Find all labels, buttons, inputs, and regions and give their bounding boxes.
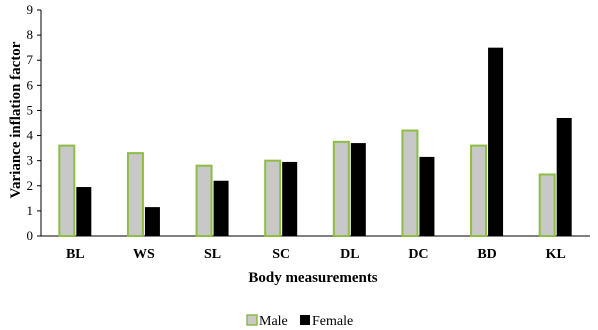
x-tick-label: WS — [133, 247, 155, 262]
legend-label-female: Female — [312, 314, 353, 329]
y-tick-label: 4 — [27, 128, 34, 143]
bar-male-SC — [264, 159, 282, 238]
y-tick-label: 5 — [27, 102, 34, 117]
bar-female-DC — [419, 156, 435, 236]
y-tick-label: 3 — [27, 153, 34, 168]
bar-female-BL — [76, 187, 92, 236]
x-tick-label: BD — [477, 247, 496, 262]
y-tick-label: 0 — [27, 228, 34, 243]
bars — [58, 47, 572, 238]
bar-male-SL — [195, 164, 213, 237]
legend: Male Female — [246, 314, 353, 329]
category-labels: BL WS SL SC DL DC BD KL — [66, 247, 566, 262]
x-tick-label: BL — [66, 247, 85, 262]
y-tick-label: 2 — [27, 178, 34, 193]
bar-male-DL — [332, 140, 350, 237]
x-tick-label: DC — [408, 247, 428, 262]
y-tick-label: 6 — [27, 77, 34, 92]
y-tick-label: 8 — [27, 27, 34, 42]
bar-female-DL — [350, 143, 366, 236]
bar-male-BL — [58, 144, 76, 238]
bar-female-KL — [556, 117, 572, 236]
x-tick-label: DL — [340, 247, 359, 262]
y-tick-label: 9 — [27, 2, 34, 17]
legend-swatch-female — [300, 315, 310, 325]
y-axis-title: Variance inflation factor — [8, 41, 24, 198]
bar-female-SC — [282, 161, 298, 236]
x-tick-label: KL — [546, 247, 566, 262]
y-axis: 0 1 2 3 4 5 6 7 8 9 — [27, 2, 42, 243]
bar-male-DC — [401, 129, 419, 238]
legend-label-male: Male — [259, 314, 288, 329]
y-tick-label: 7 — [27, 52, 34, 67]
bar-female-SL — [213, 180, 229, 236]
bar-male-WS — [126, 152, 144, 237]
y-tick-label: 1 — [27, 203, 34, 218]
bar-female-BD — [488, 47, 504, 236]
bar-male-BD — [470, 144, 488, 238]
bar-female-WS — [144, 207, 160, 236]
legend-swatch-male — [246, 314, 258, 326]
bar-male-KL — [538, 173, 556, 238]
x-tick-label: SL — [204, 247, 221, 262]
x-axis-title: Body measurements — [248, 270, 377, 286]
x-tick-label: SC — [272, 247, 290, 262]
